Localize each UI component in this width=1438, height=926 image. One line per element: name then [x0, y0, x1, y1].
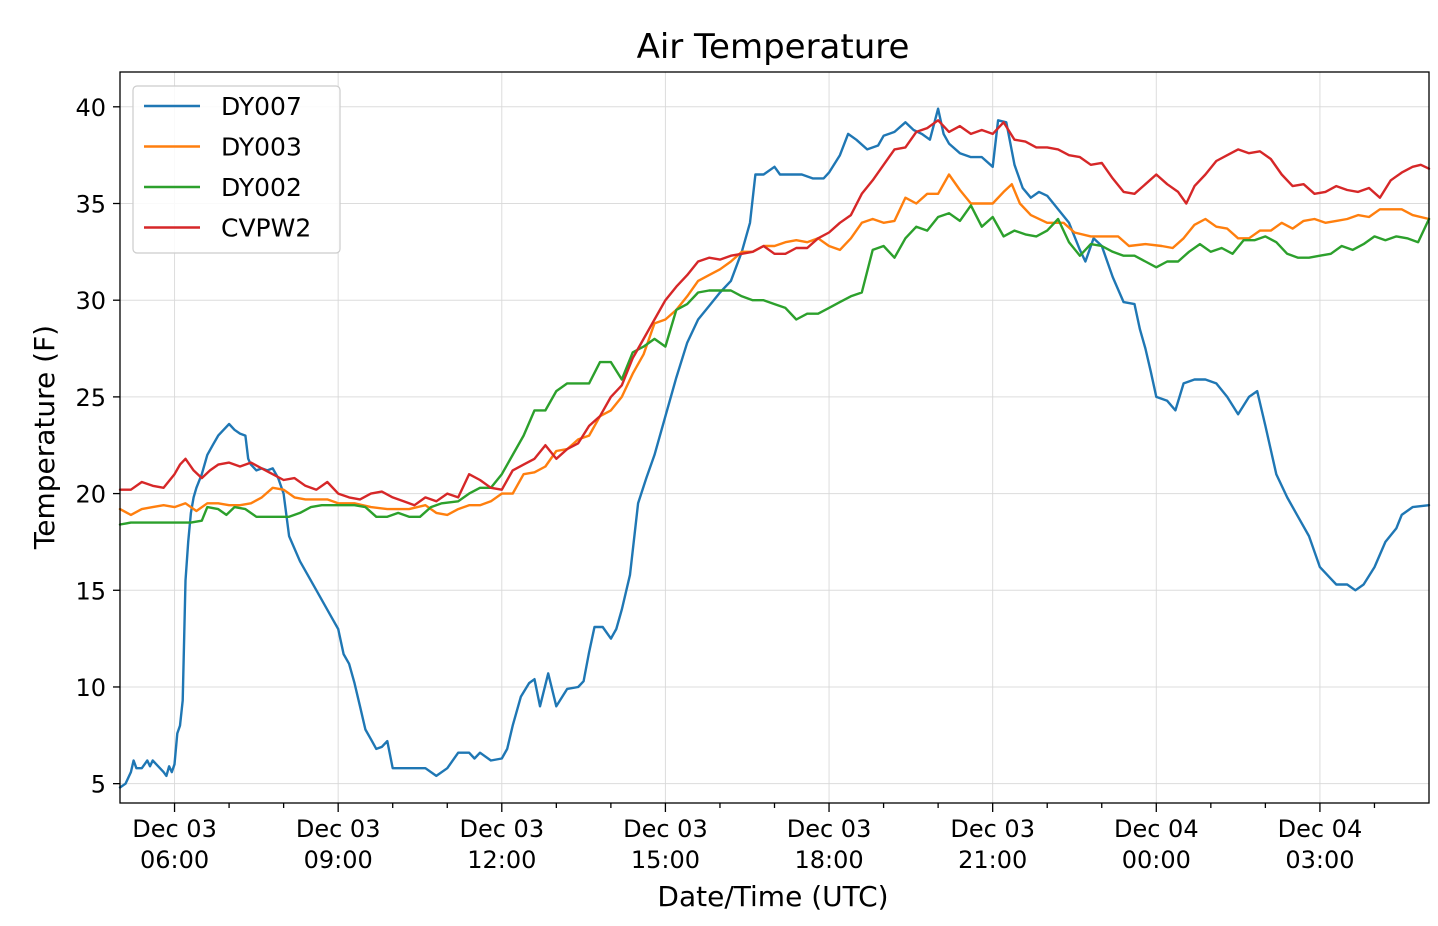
x-tick-label-time: 03:00: [1285, 846, 1354, 874]
y-tick-label: 25: [75, 384, 106, 412]
legend-label-dy002: DY002: [221, 173, 302, 202]
y-tick-label: 20: [75, 481, 106, 509]
legend-label-dy007: DY007: [221, 92, 302, 121]
x-tick-label-time: 09:00: [304, 846, 373, 874]
x-tick-label-date: Dec 03: [459, 815, 544, 843]
x-tick-label-time: 15:00: [631, 846, 700, 874]
y-tick-label: 35: [75, 191, 106, 219]
legend-label-dy003: DY003: [221, 133, 302, 162]
x-tick-label-date: Dec 03: [623, 815, 708, 843]
series-line-dy007: [118, 107, 1431, 789]
x-tick-label-date: Dec 03: [787, 815, 872, 843]
chart-title: Air Temperature: [637, 27, 910, 67]
y-tick-label: 40: [75, 94, 106, 122]
tick-layer: 5 10 15 20 25 30 35 40 Dec 03 06:00 Dec 03 09:00 Dec…: [75, 94, 1376, 874]
series-line-dy003: [118, 173, 1431, 517]
legend-label-cvpw2: CVPW2: [221, 214, 311, 243]
series-line-dy002: [118, 204, 1431, 526]
x-tick-label-time: 00:00: [1122, 846, 1191, 874]
x-tick-label-time: 06:00: [140, 846, 209, 874]
y-tick-label: 10: [75, 674, 106, 702]
y-axis-label: Temperature (F): [28, 325, 61, 550]
y-tick-label: 15: [75, 577, 106, 605]
legend-box: [132, 85, 341, 254]
x-tick-label-date: Dec 04: [1114, 815, 1199, 843]
grid-layer: [120, 72, 1429, 803]
x-tick-label-time: 12:00: [467, 846, 536, 874]
x-tick-label-date: Dec 03: [132, 815, 217, 843]
x-axis-label: Date/Time (UTC): [657, 880, 888, 913]
legend: DY007 DY003 DY002 CVPW2: [132, 85, 341, 254]
series-layer: [118, 107, 1431, 789]
series-line-cvpw2: [118, 119, 1431, 507]
x-tick-label-time: 21:00: [958, 846, 1027, 874]
x-tick-label-date: Dec 03: [950, 815, 1035, 843]
y-tick-label: 5: [91, 771, 106, 799]
x-tick-label-date: Dec 03: [296, 815, 381, 843]
x-tick-label-date: Dec 04: [1278, 815, 1363, 843]
y-tick-label: 30: [75, 287, 106, 315]
x-tick-label-time: 18:00: [794, 846, 863, 874]
